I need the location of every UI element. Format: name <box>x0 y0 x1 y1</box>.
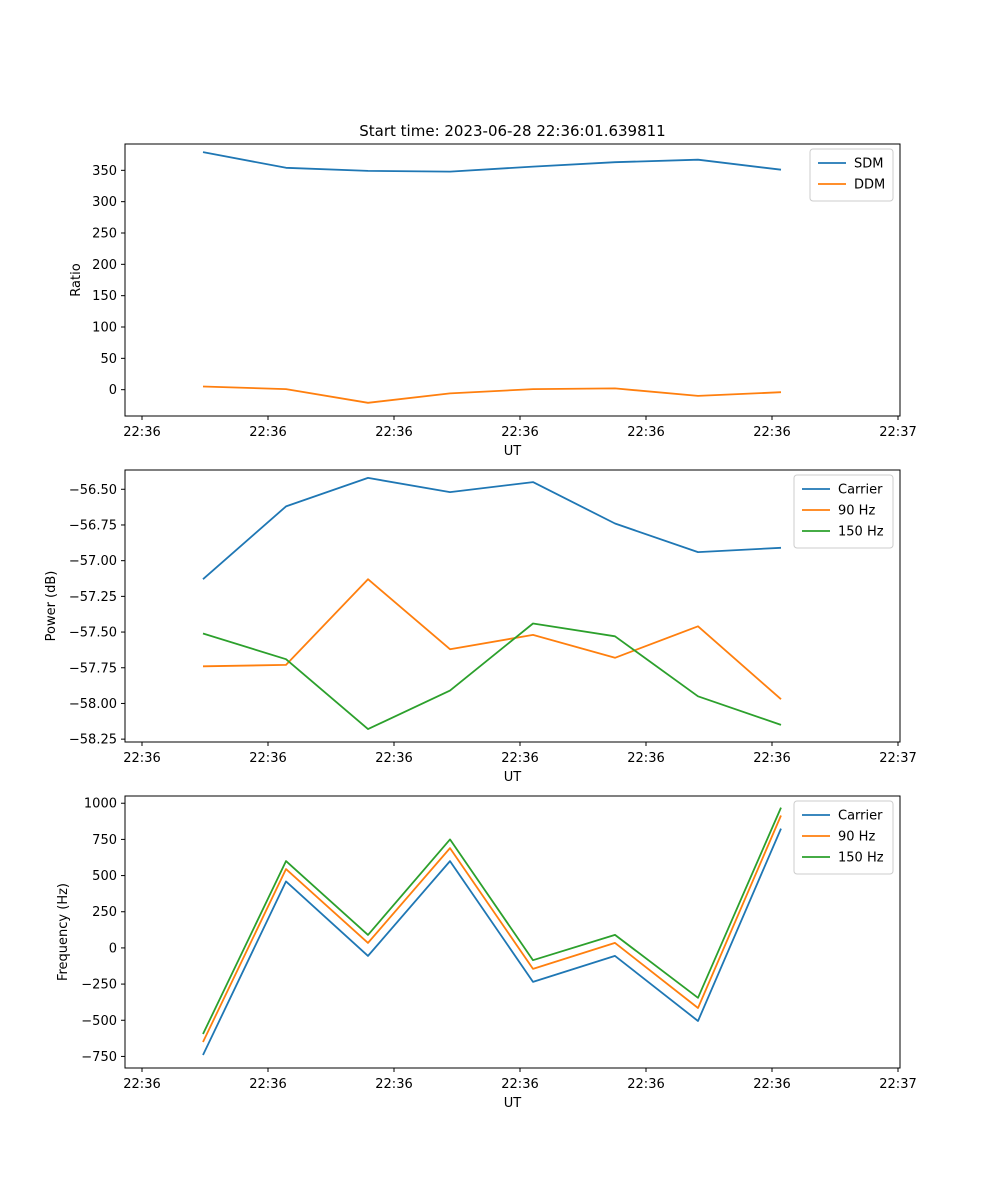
x-tick-label: 22:36 <box>375 425 412 440</box>
x-tick-label: 22:37 <box>879 751 916 766</box>
series-line-ddm <box>202 385 782 404</box>
y-tick-label: 300 <box>92 195 117 210</box>
x-tick-label: 22:37 <box>879 1077 916 1092</box>
x-tick-label: 22:36 <box>249 425 286 440</box>
x-tick-label: 22:36 <box>123 751 160 766</box>
x-tick-label: 22:36 <box>123 425 160 440</box>
series-line-150-hz <box>202 807 782 1035</box>
legend-label: Carrier <box>838 483 883 498</box>
y-axis-label: Frequency (Hz) <box>56 883 71 981</box>
legend-label: 150 Hz <box>838 851 884 866</box>
chart-panel-1: 22:36 22:36 22:36 22:36 22:36 22:36 22:37 0 50 10… <box>69 122 917 459</box>
y-tick-label: −250 <box>81 978 117 993</box>
plot-frame <box>124 143 901 417</box>
y-tick-label: −57.75 <box>69 661 117 676</box>
y-tick-label: 1000 <box>84 797 117 812</box>
legend-label: DDM <box>854 178 885 193</box>
y-tick-label: 50 <box>100 352 117 367</box>
legend: Carrier 90 Hz 150 Hz <box>793 474 894 549</box>
x-tick-label: 22:37 <box>879 425 916 440</box>
y-tick-label: −56.50 <box>69 483 117 498</box>
x-tick-label: 22:36 <box>501 1077 538 1092</box>
series-line-carrier <box>202 476 782 580</box>
x-tick-label: 22:36 <box>249 751 286 766</box>
y-tick-label: 500 <box>92 869 117 884</box>
y-tick-label: 250 <box>92 226 117 241</box>
x-tick-label: 22:36 <box>753 1077 790 1092</box>
legend-box <box>793 800 894 875</box>
y-tick-label: 350 <box>92 164 117 179</box>
chart-panel-3: 22:36 22:36 22:36 22:36 22:36 22:36 22:37 −750 −… <box>56 795 917 1111</box>
series-line-90-hz <box>202 578 782 700</box>
y-tick-label: 150 <box>92 289 117 304</box>
series-line-150-hz <box>202 622 782 730</box>
y-tick-label: 0 <box>109 383 117 398</box>
x-tick-label: 22:36 <box>627 1077 664 1092</box>
y-axis-label: Power (dB) <box>44 571 59 642</box>
legend-label: SDM <box>854 157 883 172</box>
y-tick-label: −56.75 <box>69 518 117 533</box>
legend-label: 90 Hz <box>838 830 875 845</box>
chart-panel-2: 22:36 22:36 22:36 22:36 22:36 22:36 22:37 −58.2… <box>44 469 917 785</box>
x-tick-label: 22:36 <box>753 751 790 766</box>
y-tick-label: −57.50 <box>69 626 117 641</box>
x-tick-label: 22:36 <box>375 1077 412 1092</box>
series-line-sdm <box>202 151 782 173</box>
chart-title: Start time: 2023-06-28 22:36:01.639811 <box>359 122 665 140</box>
x-axis-label: UT <box>504 770 522 785</box>
y-tick-label: −57.25 <box>69 590 117 605</box>
y-tick-label: 750 <box>92 833 117 848</box>
legend-label: 150 Hz <box>838 525 884 540</box>
x-tick-label: 22:36 <box>501 425 538 440</box>
y-tick-label: −500 <box>81 1014 117 1029</box>
x-tick-label: 22:36 <box>753 425 790 440</box>
x-tick-label: 22:36 <box>249 1077 286 1092</box>
y-tick-label: −750 <box>81 1050 117 1065</box>
x-axis-label: UT <box>504 1096 522 1111</box>
plot-frame <box>124 469 901 743</box>
y-tick-label: −57.00 <box>69 554 117 569</box>
y-tick-label: 0 <box>109 941 117 956</box>
legend-label: Carrier <box>838 809 883 824</box>
legend-label: 90 Hz <box>838 504 875 519</box>
y-axis-label: Ratio <box>69 263 84 296</box>
series-line-90-hz <box>202 815 782 1043</box>
y-tick-label: 250 <box>92 905 117 920</box>
legend: SDM DDM <box>809 148 894 202</box>
x-tick-label: 22:36 <box>627 751 664 766</box>
plot-frame <box>124 795 901 1069</box>
x-tick-label: 22:36 <box>501 751 538 766</box>
x-tick-label: 22:36 <box>627 425 664 440</box>
x-tick-label: 22:36 <box>375 751 412 766</box>
y-tick-label: −58.25 <box>69 733 117 748</box>
y-tick-label: 100 <box>92 321 117 336</box>
y-tick-label: 200 <box>92 258 117 273</box>
legend-box <box>793 474 894 549</box>
legend: Carrier 90 Hz 150 Hz <box>793 800 894 875</box>
y-tick-label: −58.00 <box>69 697 117 712</box>
x-tick-label: 22:36 <box>123 1077 160 1092</box>
series-line-carrier <box>202 828 782 1056</box>
legend-box <box>809 148 894 202</box>
x-axis-label: UT <box>504 444 522 459</box>
